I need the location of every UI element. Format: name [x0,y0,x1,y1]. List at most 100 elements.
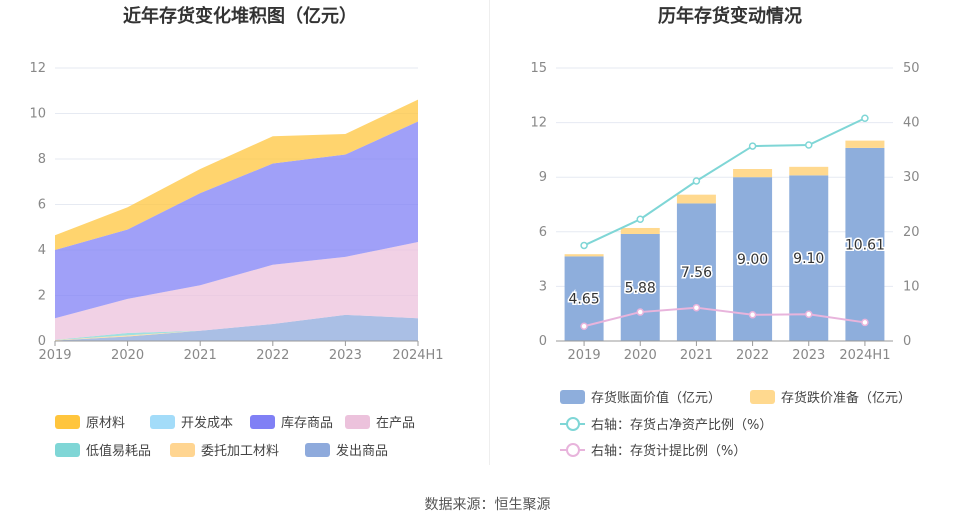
bar-data-label: 9.00 [737,252,768,268]
line-point [805,310,813,318]
y-tick-label: 3 [539,279,547,294]
area-库存商品 [55,121,418,319]
legend-item[interactable]: 库存商品 [250,412,333,431]
line-point [805,141,813,149]
legend-swatch [250,414,275,429]
x-tick-label: 2022 [736,348,769,363]
x-tick-label: 2023 [792,348,825,363]
legend-swatch [750,389,775,404]
left-chart-title: 近年存货变化堆积图（亿元） [123,6,357,27]
bar-data-label: 10.61 [845,237,885,253]
y2-tick-label: 40 [903,116,920,131]
area-委托加工材料 [55,314,418,341]
y-tick-label: 12 [29,61,46,76]
legend-item[interactable]: 右轴：存货计提比例（%） [560,440,746,459]
legend-item[interactable]: 在产品 [345,412,415,431]
line-point [692,303,701,312]
legend-label: 开发成本 [181,416,234,431]
x-tick-label: 2022 [256,348,289,363]
y2-tick-label: 50 [903,61,920,76]
x-tick-label: 2024H1 [839,348,890,363]
line-point [580,322,588,331]
legend-swatch [305,442,330,457]
legend-label: 原材料 [86,416,126,431]
y-tick-label: 2 [38,289,46,304]
legend-label: 库存商品 [281,416,334,431]
legend-item[interactable]: 发出商品 [305,440,388,459]
y-tick-label: 9 [539,170,547,185]
legend-label: 委托加工材料 [201,444,280,459]
bar-data-label: 4.65 [568,292,599,308]
y-tick-label: 6 [539,225,547,240]
y2-tick-label: 10 [903,279,920,294]
legend-swatch [170,442,195,457]
bar-存货账面价值（亿元） [620,233,660,341]
y-tick-label: 4 [38,243,46,258]
divider [489,0,490,465]
legend-item[interactable]: 低值易耗品 [55,440,151,459]
legend-label: 在产品 [376,416,416,431]
legend-item[interactable]: 右轴：存货占净资产比例（%） [560,414,772,433]
x-tick-label: 2023 [329,348,362,363]
area-原材料 [55,99,418,250]
x-tick-label: 2019 [568,348,601,363]
area-低值易耗品 [55,314,418,341]
legend-swatch [560,389,585,404]
bar-存货账面价值（亿元） [845,147,885,341]
area-在产品 [55,242,418,340]
y-tick-label: 6 [38,198,46,213]
line-右轴：存货占净资产比例（%） [583,117,866,247]
x-tick-label: 2020 [624,348,657,363]
legend-swatch [150,414,175,429]
y-tick-label: 12 [530,116,547,131]
legend-item[interactable]: 存货跌价准备（亿元） [750,387,911,406]
bar-存货跌价准备（亿元） [789,166,829,176]
y-tick-label: 0 [539,334,547,349]
legend-swatch [345,414,370,429]
line-point [748,311,757,319]
legend-item[interactable]: 委托加工材料 [170,440,279,459]
legend-swatch [55,414,80,429]
y2-tick-label: 0 [903,334,911,349]
legend-line-marker-icon [560,416,585,431]
y-tick-label: 0 [38,334,46,349]
line-point [748,142,757,150]
right-chart-title: 历年存货变动情况 [658,6,802,27]
legend-label: 发出商品 [336,444,389,459]
legend-item[interactable]: 原材料 [55,412,125,431]
bar-存货跌价准备（亿元） [845,140,885,148]
legend-label: 右轴：存货计提比例（%） [591,444,747,459]
line-point [636,308,644,316]
legend-swatch [55,442,80,457]
y-tick-label: 10 [29,107,46,122]
bar-data-label: 9.10 [793,251,824,267]
bar-存货账面价值（亿元） [676,203,716,341]
y2-tick-label: 20 [903,225,920,240]
x-tick-label: 2020 [111,348,144,363]
line-右轴：存货计提比例（%） [583,306,866,328]
x-tick-label: 2021 [184,348,217,363]
legend-line-marker-icon [560,442,585,457]
line-point [861,114,869,122]
line-point [861,318,869,327]
legend-label: 存货跌价准备（亿元） [781,391,912,406]
bar-存货跌价准备（亿元） [620,227,660,234]
legend-item[interactable]: 存货账面价值（亿元） [560,387,721,406]
y-tick-label: 15 [530,61,547,76]
bar-存货跌价准备（亿元） [733,169,773,178]
data-source: 数据来源：恒生聚源 [424,497,551,513]
line-point [692,177,701,185]
bar-data-label: 7.56 [681,265,712,281]
bar-存货跌价准备（亿元） [676,194,716,204]
y2-tick-label: 30 [903,170,920,185]
bar-存货跌价准备（亿元） [564,254,604,257]
legend-item[interactable]: 开发成本 [150,412,233,431]
line-point [580,241,588,250]
y-tick-label: 8 [38,152,46,167]
area-发出商品 [55,314,418,341]
x-tick-label: 2024H1 [392,348,443,363]
legend-label: 右轴：存货占净资产比例（%） [591,418,773,433]
x-tick-label: 2021 [680,348,713,363]
bar-data-label: 5.88 [625,280,656,296]
